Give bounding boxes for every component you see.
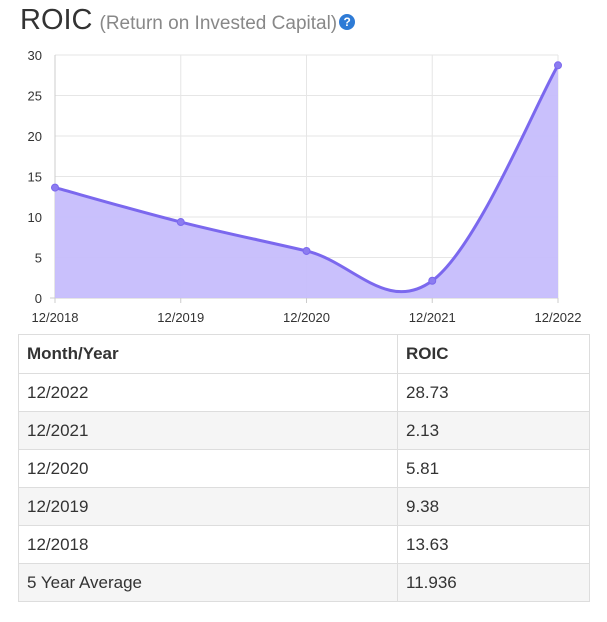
table-row: 12/2021 2.13 xyxy=(18,411,590,450)
table-cell-roic: 11.936 xyxy=(397,563,590,602)
y-tick-label: 15 xyxy=(28,170,42,185)
table-cell-roic: 9.38 xyxy=(397,487,590,526)
x-tick-label: 12/2019 xyxy=(157,310,204,325)
table-row: 12/2020 5.81 xyxy=(18,449,590,488)
column-header-month-year: Month/Year xyxy=(18,334,398,374)
roic-area-chart: 0 5 10 15 20 25 30 12/2018 12/2019 12/2020 12/2021… xyxy=(28,48,582,325)
table-cell-roic: 5.81 xyxy=(397,449,590,488)
table-cell-roic: 28.73 xyxy=(397,373,590,412)
data-point xyxy=(51,183,59,192)
data-point xyxy=(554,61,562,70)
question-circle-icon[interactable]: ? xyxy=(339,14,356,30)
table-cell-period: 12/2018 xyxy=(18,525,398,564)
x-tick-label: 12/2021 xyxy=(409,310,456,325)
table-cell-period: 5 Year Average xyxy=(18,563,398,602)
x-tick-label: 12/2020 xyxy=(283,310,330,325)
table-cell-roic: 2.13 xyxy=(397,411,590,450)
page-subtitle: (Return on Invested Capital) xyxy=(99,13,338,34)
table-cell-period: 12/2019 xyxy=(18,487,398,526)
y-tick-label: 5 xyxy=(35,251,42,266)
table-row-average: 5 Year Average 11.936 xyxy=(18,563,590,602)
table-row: 12/2022 28.73 xyxy=(18,373,590,412)
data-point xyxy=(302,246,311,255)
y-tick-label: 30 xyxy=(28,48,42,63)
x-tick-label: 12/2022 xyxy=(535,310,582,325)
series-area xyxy=(55,65,558,298)
table-cell-period: 12/2021 xyxy=(18,411,398,450)
x-tick-label: 12/2018 xyxy=(32,310,79,325)
y-tick-label: 20 xyxy=(28,129,42,144)
y-tick-label: 25 xyxy=(28,89,42,104)
data-point xyxy=(176,218,185,227)
table-row: 12/2018 13.63 xyxy=(18,525,590,564)
chart-header: ROIC (Return on Invested Capital) ? xyxy=(20,4,356,40)
table-cell-period: 12/2022 xyxy=(18,373,398,412)
roic-table: Month/Year ROIC 12/2022 28.73 12/2021 2.… xyxy=(18,334,590,602)
table-cell-period: 12/2020 xyxy=(18,449,398,488)
table-row: 12/2019 9.38 xyxy=(18,487,590,526)
y-tick-label: 0 xyxy=(35,291,42,306)
column-header-roic: ROIC xyxy=(397,334,590,374)
data-point xyxy=(428,276,437,285)
page-title: ROIC xyxy=(20,4,93,36)
series-line xyxy=(54,64,560,294)
y-tick-label: 10 xyxy=(28,210,42,225)
table-cell-roic: 13.63 xyxy=(397,525,590,564)
table-header-row: Month/Year ROIC xyxy=(18,334,590,374)
